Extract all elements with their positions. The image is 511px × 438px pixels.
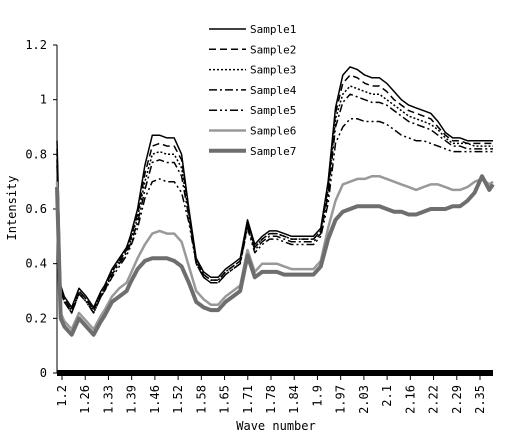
x-tick-label: 1.97 — [334, 385, 348, 414]
series-layer — [55, 66, 495, 337]
x-tick-label: 1.39 — [125, 385, 139, 414]
x-tick-label: 1.26 — [78, 385, 92, 414]
x-tick-label: 2.22 — [427, 385, 441, 414]
x-axis-label: Wave number — [236, 419, 315, 433]
y-tick-label: 1 — [40, 93, 47, 107]
x-axis-line — [57, 370, 493, 376]
axes: 0 0.2 0.4 0.6 0.8 1 1.2 1.2 1.26 1.33 1.39 1.46 1.52… — [25, 38, 493, 414]
x-tick-label: 2.1 — [380, 385, 394, 407]
series-line-sample4 — [56, 93, 493, 314]
series-line-sample6 — [55, 174, 494, 331]
x-tick-label: 1.2 — [55, 385, 69, 407]
x-tick-label: 2.29 — [450, 385, 464, 414]
y-axis-label: Intensity — [5, 175, 19, 240]
legend: Sample1 Sample2 Sample3 Sample4 Sample5 Sampl… — [209, 23, 297, 158]
legend-label: Sample1 — [250, 23, 296, 36]
series-line-sample1 — [56, 66, 493, 309]
y-tick-label: 1.2 — [25, 38, 47, 52]
legend-label: Sample2 — [250, 43, 296, 56]
series-line-sample5 — [56, 118, 493, 314]
legend-label: Sample3 — [250, 64, 296, 77]
x-tick-label: 1.65 — [218, 385, 232, 414]
y-tick-label: 0.2 — [25, 311, 47, 325]
legend-label: Sample6 — [250, 125, 296, 138]
x-tick-label: 1.33 — [101, 385, 115, 414]
x-tick-label: 1.46 — [148, 385, 162, 414]
x-tick-label: 1.58 — [194, 385, 208, 414]
series-line-sample7 — [55, 174, 495, 337]
legend-label: Sample7 — [250, 145, 296, 158]
x-tick-label: 2.35 — [473, 385, 487, 414]
x-tick-label: 1.71 — [241, 385, 255, 414]
y-tick-label: 0.6 — [25, 202, 47, 216]
legend-label: Sample5 — [250, 104, 296, 117]
x-tick-label: 2.03 — [357, 385, 371, 414]
x-tick-label: 1.9 — [310, 385, 324, 407]
legend-label: Sample4 — [250, 84, 297, 97]
x-tick-label: 2.16 — [403, 385, 417, 414]
y-tick-label: 0.8 — [25, 147, 47, 161]
x-tick-label: 1.52 — [171, 385, 185, 414]
x-tick-label: 1.84 — [287, 385, 301, 414]
x-tick-label: 1.78 — [264, 385, 278, 414]
y-tick-label: 0.4 — [25, 257, 47, 271]
y-tick-label: 0 — [40, 366, 47, 380]
series-line-sample3 — [56, 85, 493, 311]
